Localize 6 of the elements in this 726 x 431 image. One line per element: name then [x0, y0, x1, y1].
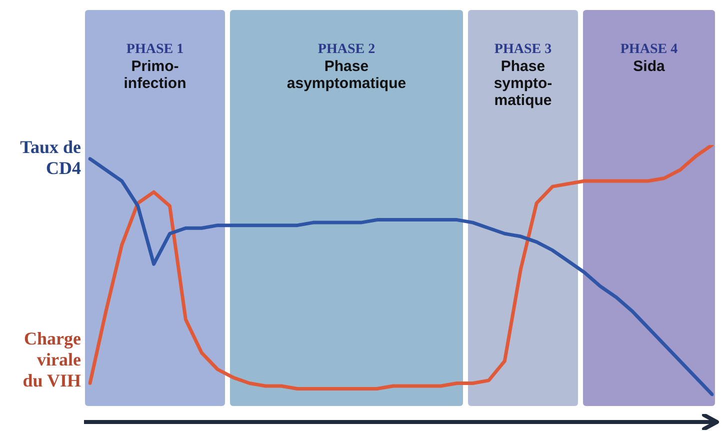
text: PHASE 4 Sida	[619, 42, 679, 75]
series-label: Charge virale du VIH	[22, 328, 82, 391]
series-label: Taux de CD4	[20, 137, 81, 178]
text: PHASE 1 Primo- infection	[122, 42, 188, 92]
text: PHASE 2 Phase asymptomatique	[286, 42, 408, 92]
text: PHASE 3 Phase sympto- matique	[492, 42, 554, 109]
